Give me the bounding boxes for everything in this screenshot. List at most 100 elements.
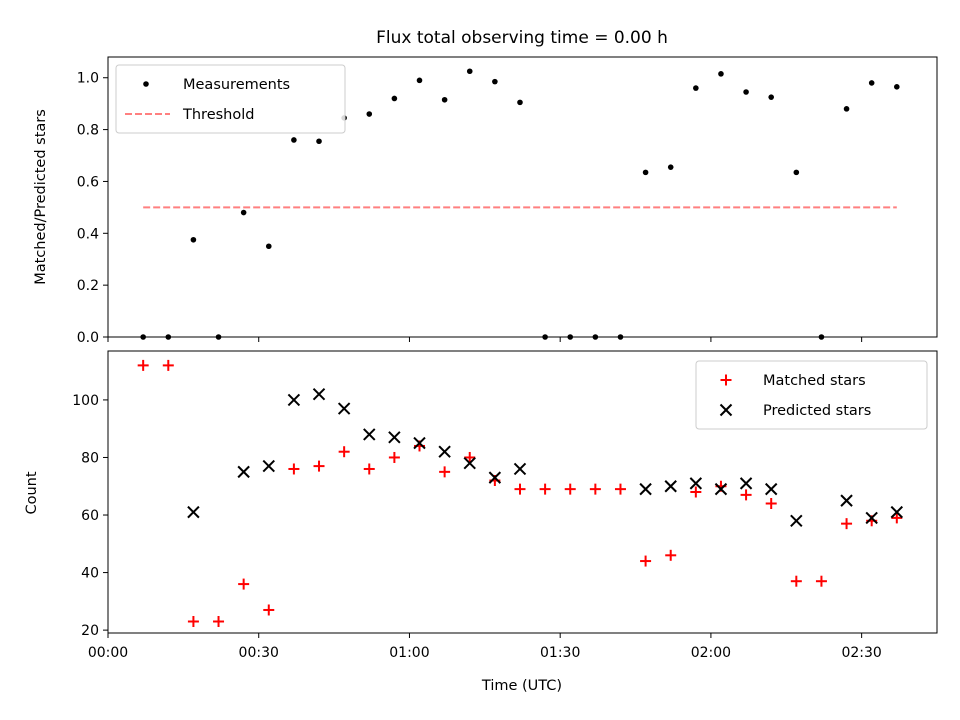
cross-b bbox=[463, 457, 476, 470]
predicted-point bbox=[388, 431, 401, 444]
bottom-panel: 20 40 60 80 100 00:00 00:30 01:00 01:30 02:00 02:… bbox=[24, 350, 938, 694]
matched-point bbox=[564, 483, 576, 495]
x-tick-label: 02:00 bbox=[691, 645, 731, 661]
measurement-point bbox=[366, 111, 373, 117]
bottom-plot-area bbox=[137, 359, 904, 627]
matched-point bbox=[238, 578, 250, 590]
y-tick-label: 40 bbox=[81, 566, 99, 582]
measurement-point bbox=[843, 106, 850, 112]
predicted-point bbox=[187, 505, 200, 519]
matched-point bbox=[313, 460, 325, 472]
predicted-point bbox=[689, 477, 703, 490]
cross-b bbox=[287, 393, 301, 407]
predicted-point bbox=[714, 482, 728, 496]
measurement-point bbox=[391, 95, 398, 102]
measurement-point bbox=[693, 85, 699, 91]
matched-point bbox=[790, 575, 802, 587]
y-tick-label: 0.2 bbox=[77, 278, 99, 294]
measurement-point bbox=[441, 96, 448, 103]
cross-b bbox=[262, 459, 275, 473]
predicted-point bbox=[463, 457, 476, 470]
y-tick-label: 1.0 bbox=[77, 71, 99, 87]
measurement-point bbox=[718, 71, 724, 77]
cross-b bbox=[388, 431, 401, 444]
top-y-axis-label: Matched/Predicted stars bbox=[33, 109, 49, 285]
cross-b bbox=[865, 511, 878, 525]
matched-point bbox=[363, 463, 375, 475]
matched-point bbox=[740, 489, 752, 501]
matched-point bbox=[589, 483, 601, 495]
legend-marker-measurements bbox=[143, 81, 149, 87]
measurement-point bbox=[240, 209, 247, 216]
top-plot-area bbox=[140, 68, 900, 340]
measurement-point bbox=[291, 137, 297, 143]
y-tick-label: 60 bbox=[81, 508, 99, 524]
measurement-point bbox=[768, 94, 774, 100]
cross-b bbox=[739, 477, 753, 490]
x-tick-label: 00:30 bbox=[239, 645, 279, 661]
y-tick-label: 0.8 bbox=[77, 123, 99, 139]
predicted-point bbox=[890, 505, 904, 519]
predicted-point bbox=[237, 465, 250, 479]
matched-point bbox=[614, 483, 626, 495]
measurement-point bbox=[466, 68, 473, 75]
predicted-point bbox=[764, 482, 778, 496]
predicted-point bbox=[363, 428, 376, 441]
predicted-point bbox=[337, 402, 351, 415]
x-tick-label: 01:30 bbox=[540, 645, 580, 661]
predicted-point bbox=[513, 462, 527, 476]
bottom-legend: Matched stars Predicted stars bbox=[695, 360, 928, 430]
legend-label-measurements: Measurements bbox=[183, 77, 290, 93]
predicted-point bbox=[865, 511, 878, 525]
legend-label-matched: Matched stars bbox=[763, 373, 866, 389]
predicted-point bbox=[639, 482, 652, 496]
bottom-y-axis-label: Count bbox=[24, 471, 40, 514]
measurement-point bbox=[793, 169, 800, 176]
x-tick-label: 01:00 bbox=[389, 645, 429, 661]
top-axes-frame bbox=[107, 56, 938, 338]
cross-b bbox=[312, 387, 326, 401]
legend-marker-matched bbox=[720, 374, 732, 386]
top-legend: Measurements Threshold bbox=[115, 64, 346, 134]
measurement-point bbox=[265, 243, 272, 250]
y-tick-label: 20 bbox=[81, 623, 99, 639]
cross-b bbox=[187, 505, 200, 519]
bottom-y-axis: 20 40 60 80 100 bbox=[72, 393, 108, 639]
matched-point bbox=[665, 549, 677, 561]
matched-point bbox=[263, 604, 275, 616]
predicted-point bbox=[739, 477, 753, 490]
measurement-point bbox=[190, 236, 197, 243]
cross-b bbox=[363, 428, 376, 441]
legend-box bbox=[695, 360, 928, 430]
y-tick-label: 80 bbox=[81, 450, 99, 466]
cross-b bbox=[438, 445, 451, 458]
matched-point bbox=[213, 615, 225, 627]
y-tick-label: 0.4 bbox=[77, 226, 99, 242]
y-tick-label: 100 bbox=[72, 393, 99, 409]
top-y-axis: 0.0 0.2 0.4 0.6 0.8 1.0 bbox=[77, 71, 108, 346]
legend-label-predicted: Predicted stars bbox=[763, 403, 871, 419]
chart-title: Flux total observing time = 0.00 h bbox=[376, 28, 668, 48]
measurement-point bbox=[667, 164, 674, 170]
cross-b bbox=[413, 436, 426, 450]
matched-point bbox=[162, 359, 174, 371]
bottom-x-axis: 00:00 00:30 01:00 01:30 02:00 02:30 bbox=[88, 633, 882, 661]
cross-b bbox=[840, 494, 853, 507]
matched-point bbox=[388, 451, 400, 463]
cross-b bbox=[513, 462, 527, 476]
cross-b bbox=[719, 403, 733, 417]
cross-b bbox=[689, 477, 703, 490]
matched-point bbox=[640, 555, 652, 567]
cross-b bbox=[714, 482, 728, 496]
predicted-point bbox=[438, 445, 451, 458]
legend-marker-predicted bbox=[719, 403, 733, 417]
matched-point bbox=[137, 359, 149, 371]
predicted-point bbox=[840, 494, 853, 507]
matched-point bbox=[815, 575, 827, 587]
matched-point bbox=[464, 451, 476, 463]
predicted-point bbox=[664, 480, 677, 493]
cross-b bbox=[664, 480, 677, 493]
cross-b bbox=[337, 402, 351, 415]
x-tick-label: 02:30 bbox=[841, 645, 881, 661]
bottom-axes-frame bbox=[107, 350, 938, 634]
